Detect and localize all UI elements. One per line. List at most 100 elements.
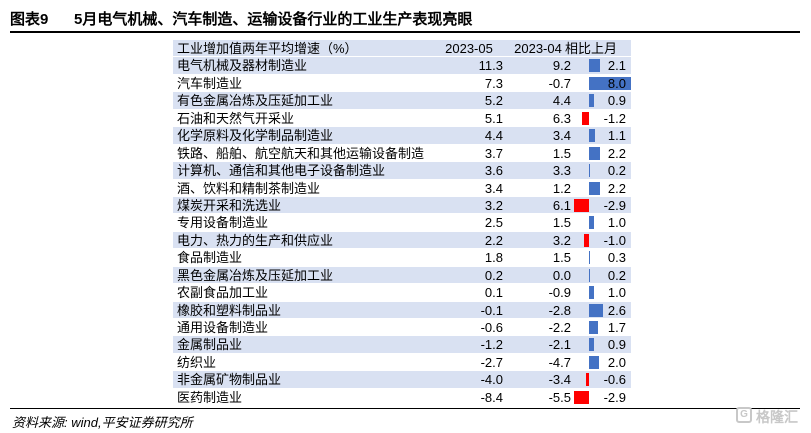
databar-cell: [573, 127, 631, 143]
databar-cell: [573, 302, 631, 318]
value-mom-change: 8.0: [607, 75, 626, 91]
positive-databar: [588, 181, 601, 195]
value-2023-05: 4.4: [484, 128, 503, 144]
positive-databar: [588, 355, 600, 369]
positive-databar: [588, 303, 603, 317]
table-row: 黑色金属冶炼及压延加工业 0.2 0.0 0.2: [173, 266, 631, 285]
industry-name: 电气机械及器材制造业: [177, 58, 308, 74]
databar-cell: [573, 162, 631, 178]
header-2023-05: 2023-05: [445, 41, 493, 56]
positive-databar: [588, 216, 595, 230]
value-mom-change: 1.7: [607, 320, 626, 335]
value-mom-change: 0.2: [607, 267, 626, 283]
value-mom-change: 0.3: [607, 250, 626, 266]
figure-number: 图表9: [10, 11, 49, 28]
value-2023-05: -0.6: [480, 320, 503, 335]
negative-databar: [573, 198, 589, 212]
value-mom-change: 0.2: [607, 163, 626, 179]
industry-name: 纺织业: [177, 354, 217, 370]
databar-cell: [573, 371, 631, 387]
header-2023-04: 2023-04: [514, 41, 562, 56]
table-row: 通用设备制造业 -0.6 -2.2 1.7: [173, 319, 631, 337]
value-mom-change: -1.2: [603, 110, 626, 126]
table-row: 专用设备制造业 2.5 1.5 1.0: [173, 214, 631, 232]
table-row: 电气机械及器材制造业 11.3 9.2 2.1: [173, 57, 631, 75]
industry-name: 医药制造业: [177, 389, 243, 405]
positive-databar: [588, 94, 594, 108]
value-2023-04: 1.5: [552, 215, 571, 231]
value-2023-05: 11.3: [478, 58, 503, 74]
industry-name: 铁路、船舶、航空航天和其他运输设备制造: [177, 145, 425, 161]
value-2023-05: -2.7: [480, 354, 503, 370]
positive-databar: [588, 129, 595, 143]
databar-cell: [573, 75, 631, 91]
value-2023-04: 9.2: [552, 58, 571, 74]
industry-name: 电力、热力的生产和供应业: [177, 232, 334, 248]
value-2023-04: 6.1: [552, 197, 571, 213]
value-2023-04: 1.5: [552, 250, 571, 266]
value-2023-05: 2.2: [484, 232, 503, 248]
table-row: 非金属矿物制品业 -4.0 -3.4 -0.6: [173, 371, 631, 389]
figure-title: 5月电气机械、汽车制造、运输设备行业的工业生产表现亮眼: [74, 11, 473, 28]
value-2023-05: 3.6: [484, 163, 503, 179]
positive-databar: [588, 76, 631, 90]
positive-databar: [588, 338, 594, 352]
value-2023-05: 5.2: [484, 93, 503, 109]
glh-logo-icon: G: [736, 407, 752, 423]
negative-databar: [585, 373, 589, 387]
databar-cell: [573, 267, 631, 283]
value-mom-change: 0.9: [607, 337, 626, 353]
value-2023-04: 0.0: [552, 267, 571, 283]
table-row: 计算机、通信和其他电子设备制造业 3.6 3.3 0.2: [173, 162, 631, 180]
value-mom-change: 2.2: [607, 145, 626, 161]
positive-databar: [588, 251, 591, 265]
industry-name: 化学原料及化学制品制造业: [177, 128, 334, 144]
industry-name: 煤炭开采和洗选业: [177, 197, 282, 213]
value-mom-change: 2.2: [607, 180, 626, 196]
value-2023-04: 3.4: [552, 128, 571, 144]
industry-name: 黑色金属冶炼及压延加工业: [177, 267, 334, 283]
value-2023-05: -4.0: [480, 372, 503, 388]
value-2023-04: -4.7: [548, 354, 571, 370]
value-mom-change: -0.6: [603, 372, 626, 388]
databar-cell: [573, 92, 631, 108]
source-note: 资料来源: wind,平安证券研究所: [12, 415, 193, 430]
table-row: 橡胶和塑料制品业 -0.1 -2.8 2.6: [173, 301, 631, 319]
databar-cell: [573, 145, 631, 161]
value-2023-04: -2.2: [548, 320, 571, 335]
databar-cell: [573, 336, 631, 352]
databar-cell: [573, 180, 631, 196]
value-mom-change: 0.9: [607, 93, 626, 109]
value-2023-05: 1.8: [484, 250, 503, 266]
table-row: 酒、饮料和精制茶制造业 3.4 1.2 2.2: [173, 179, 631, 197]
value-2023-05: 5.1: [484, 110, 503, 126]
value-2023-05: 3.7: [484, 145, 503, 161]
databar-cell: [573, 354, 631, 370]
negative-databar: [583, 233, 589, 247]
value-mom-change: -1.0: [603, 232, 626, 248]
value-2023-05: 0.1: [484, 285, 503, 301]
industry-name: 非金属矿物制品业: [177, 372, 282, 388]
positive-databar: [588, 321, 598, 334]
industry-name: 专用设备制造业: [177, 215, 269, 231]
value-2023-04: -2.8: [548, 302, 571, 318]
value-2023-04: 6.3: [552, 110, 571, 126]
positive-databar: [588, 164, 590, 178]
table-row: 金属制品业 -1.2 -2.1 0.9: [173, 336, 631, 354]
value-2023-04: -0.7: [548, 75, 571, 91]
value-mom-change: 2.6: [607, 302, 626, 318]
databar-cell: [573, 319, 631, 335]
industry-growth-table: 工业增加值两年平均增速（%） 2023-05 2023-04 相比上月 电气机械…: [173, 40, 631, 407]
databar-cell: [573, 389, 631, 405]
industry-name: 金属制品业: [177, 337, 243, 353]
watermark: G 格隆汇: [736, 405, 800, 427]
positive-databar: [588, 59, 600, 73]
table-row: 铁路、船舶、航空航天和其他运输设备制造 3.7 1.5 2.2: [173, 144, 631, 163]
databar-cell: [573, 214, 631, 230]
positive-databar: [588, 286, 595, 300]
watermark-text: 格隆汇: [756, 409, 798, 425]
industry-name: 汽车制造业: [177, 75, 243, 91]
value-2023-04: -2.1: [548, 337, 571, 353]
value-2023-04: -5.5: [548, 389, 571, 405]
value-mom-change: 1.0: [607, 215, 626, 231]
